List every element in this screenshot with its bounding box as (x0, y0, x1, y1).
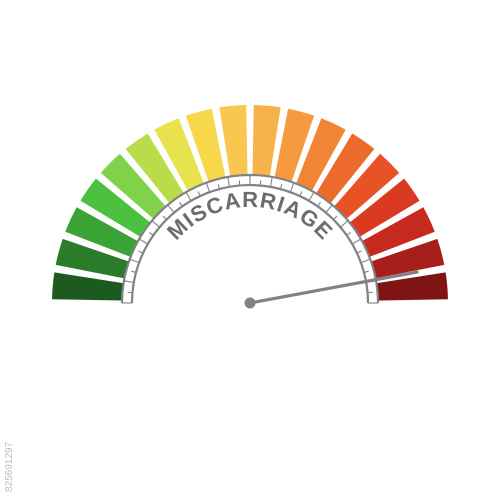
gauge-tick-major (340, 221, 348, 227)
gauge-tick-major (139, 239, 148, 244)
gauge-tick-major (326, 205, 332, 213)
gauge-tick-minor (333, 216, 337, 220)
gauge-tick-minor (149, 232, 153, 235)
gauge-tick-major (228, 177, 230, 187)
gauge-tick-major (290, 183, 293, 192)
watermark: 825691297 (4, 442, 15, 492)
gauge-tick-major (186, 192, 191, 201)
gauge-tick-major (352, 239, 361, 244)
gauge-tick-major (124, 281, 134, 283)
gauge-tick-major (270, 177, 272, 187)
gauge-tick-minor (318, 202, 321, 206)
gauge-tick-major (168, 205, 174, 213)
gauge-tick-major (361, 259, 370, 262)
gauge-meter: MISCARRIAGE825691297 (0, 0, 500, 500)
gauge-tick-minor (163, 216, 167, 220)
gauge-tick-minor (179, 202, 182, 206)
gauge-needle-hub (245, 298, 256, 309)
gauge-tick-major (206, 183, 209, 192)
gauge-segment (252, 105, 280, 177)
gauge-tick-major (309, 192, 314, 201)
gauge-segment (219, 105, 247, 177)
gauge-tick-minor (347, 232, 351, 235)
gauge-tick-major (152, 221, 160, 227)
gauge-segment (52, 272, 124, 300)
gauge-tick-major (130, 259, 139, 262)
